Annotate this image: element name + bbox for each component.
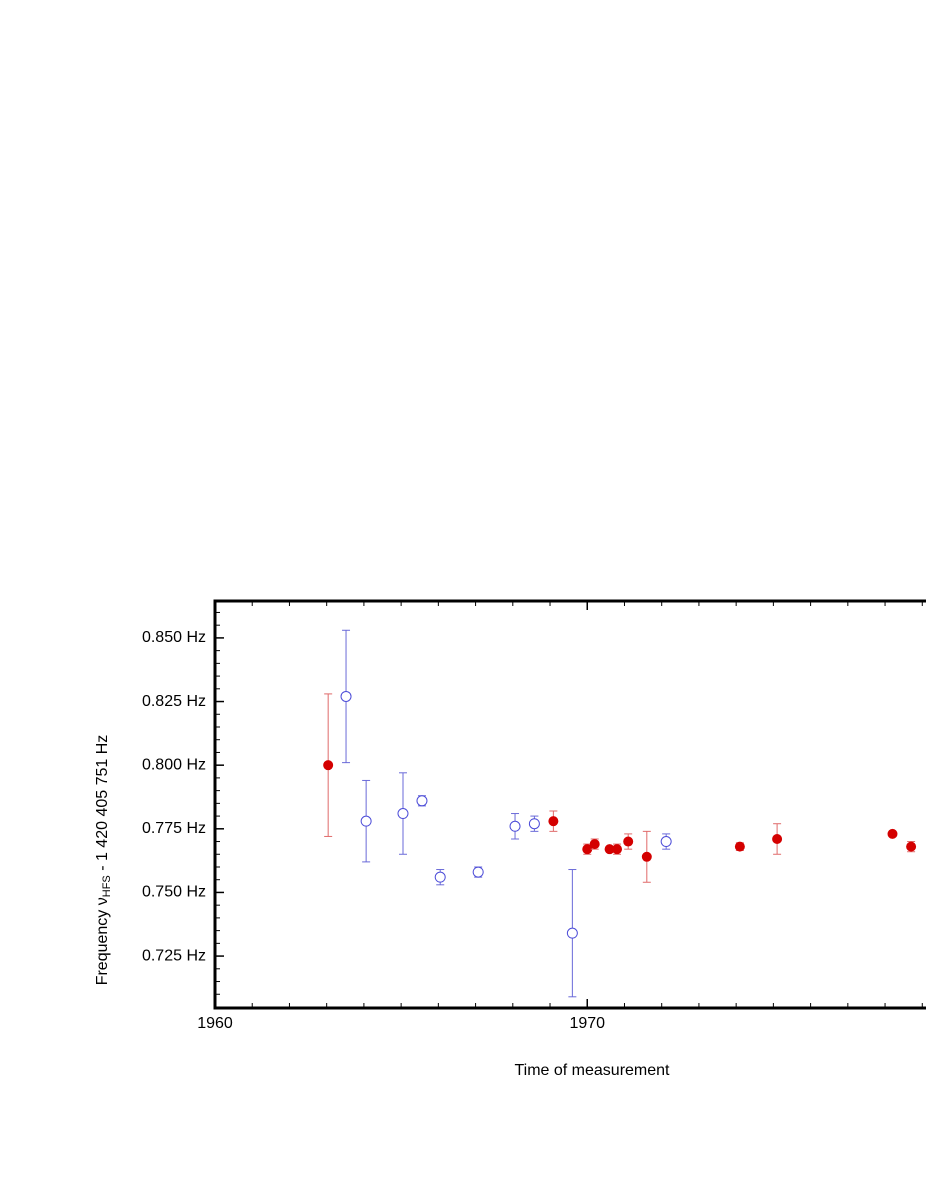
point xyxy=(340,690,352,702)
y-tick-label: 0.775 Hz xyxy=(142,820,206,837)
y-tick-label: 0.750 Hz xyxy=(142,884,206,901)
point xyxy=(528,818,540,830)
y-label-sub: HFS xyxy=(101,875,113,897)
point xyxy=(566,927,578,939)
point xyxy=(548,816,559,827)
point xyxy=(509,820,521,832)
y-label-main: Frequency ν xyxy=(94,897,111,985)
point xyxy=(472,866,484,878)
point xyxy=(434,871,446,883)
y-axis-label: Frequency νHFS - 1 420 405 751 Hz xyxy=(94,735,113,986)
point xyxy=(623,836,634,847)
point xyxy=(612,844,623,855)
point xyxy=(734,841,745,852)
point xyxy=(906,841,917,852)
point xyxy=(887,828,898,839)
x-axis-label: Time of measurement xyxy=(514,1062,670,1079)
point xyxy=(360,815,372,827)
x-tick-label: 1960 xyxy=(197,1015,233,1032)
point xyxy=(589,839,600,850)
point xyxy=(660,836,672,848)
point xyxy=(416,795,428,807)
y-tick-label: 0.825 Hz xyxy=(142,693,206,710)
y-tick-label: 0.850 Hz xyxy=(142,629,206,646)
y-label-rest: - 1 420 405 751 Hz xyxy=(94,735,111,876)
point xyxy=(772,833,783,844)
y-tick-label: 0.725 Hz xyxy=(142,947,206,964)
x-tick-label: 1970 xyxy=(569,1015,605,1032)
y-tick-label: 0.800 Hz xyxy=(142,756,206,773)
point xyxy=(641,851,652,862)
point xyxy=(323,760,334,771)
point xyxy=(397,808,409,820)
